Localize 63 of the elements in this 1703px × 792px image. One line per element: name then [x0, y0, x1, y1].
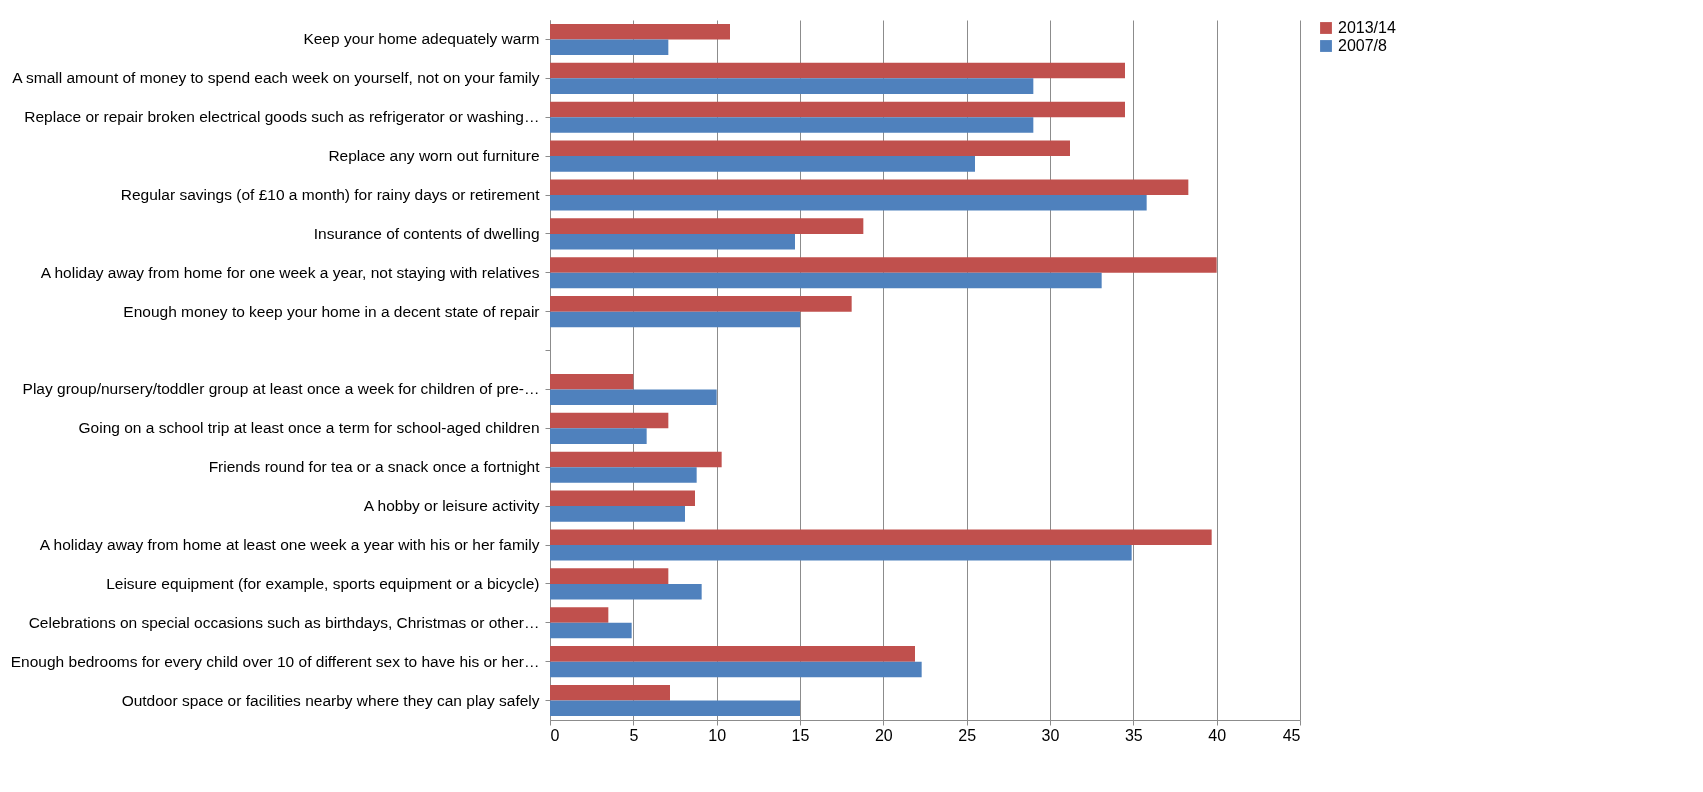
bar	[550, 568, 669, 584]
bar	[550, 467, 697, 483]
bar	[550, 296, 852, 312]
y-tick-label: Enough bedrooms for every child over 10 of different sex to have his or her…	[10, 652, 540, 670]
y-tick-label: Enough money to keep your home in a decent state of repair	[123, 302, 540, 320]
bar	[550, 622, 632, 639]
bar	[550, 583, 702, 600]
bar	[550, 428, 647, 444]
y-tick-label: Leisure equipment (for example, sports equipment or a bicycle)	[106, 574, 540, 592]
bar	[550, 39, 669, 55]
bar	[550, 529, 1212, 545]
bar	[550, 78, 1034, 94]
bar	[550, 311, 800, 328]
bar	[550, 156, 975, 172]
bar	[550, 62, 1125, 79]
bar	[550, 545, 1132, 561]
bar	[550, 272, 1102, 289]
x-tick-label: 40	[1208, 726, 1227, 744]
bar	[550, 506, 685, 522]
legend-label: 2007/8	[1338, 37, 1388, 54]
bar	[550, 257, 1217, 273]
bar	[550, 23, 730, 40]
y-tick-label: Celebrations on special occasions such as birthdays, Christmas or other…	[28, 613, 540, 631]
bar	[550, 117, 1034, 133]
x-tick-label: 30	[1041, 726, 1060, 744]
y-tick-label: Regular savings (of £10 a month) for rainy days or retirement	[120, 186, 541, 203]
y-tick-label: A hobby or leisure activity	[363, 497, 540, 515]
bar	[550, 195, 1147, 211]
bar	[550, 389, 717, 405]
bar	[550, 101, 1125, 118]
y-tick-label: Going on a school trip at least once a term for school-aged children	[78, 419, 540, 437]
y-tick-label: A holiday away from home at least one week a year with his or her family	[39, 536, 540, 553]
y-tick-label: Replace any worn out furniture	[328, 147, 540, 165]
bar	[550, 685, 670, 701]
bar	[550, 140, 1070, 157]
y-tick-label: Insurance of contents of dwelling	[313, 224, 540, 242]
y-tick-label: Friends round for tea or a snack once a fortnight	[208, 458, 541, 476]
bar	[550, 218, 864, 234]
bar	[550, 373, 634, 390]
y-tick-label: Outdoor space or facilities nearby where they can play safely	[121, 691, 540, 709]
y-tick-label: Keep your home adequately warm	[303, 30, 540, 48]
x-tick-label: 15	[791, 726, 810, 744]
y-tick-label: A holiday away from home for one week a year, not staying with relatives	[40, 263, 540, 281]
bar	[550, 179, 1189, 195]
x-tick-label: 25	[958, 726, 977, 744]
y-tick-label: Replace or repair broken electrical goods such as refrigerator or washing…	[24, 108, 540, 126]
bar	[550, 233, 795, 250]
x-tick-label: 20	[874, 726, 893, 744]
x-tick-label: 0	[550, 726, 560, 744]
bar	[550, 412, 669, 429]
bar	[550, 607, 609, 623]
bar	[550, 661, 922, 678]
bar	[550, 490, 695, 507]
x-tick-label: 45	[1282, 726, 1301, 744]
legend-label: 2013/14	[1338, 19, 1396, 36]
y-tick-label: Play group/nursery/toddler group at least once a week for children of pre-…	[22, 380, 540, 398]
x-tick-label: 5	[629, 726, 639, 744]
x-tick-label: 35	[1124, 726, 1143, 744]
y-tick-label: A small amount of money to spend each week on yourself, not on your family	[12, 69, 540, 87]
x-tick-label: 10	[708, 726, 727, 744]
bar	[550, 646, 915, 662]
bar	[550, 700, 800, 717]
bar	[550, 451, 722, 468]
